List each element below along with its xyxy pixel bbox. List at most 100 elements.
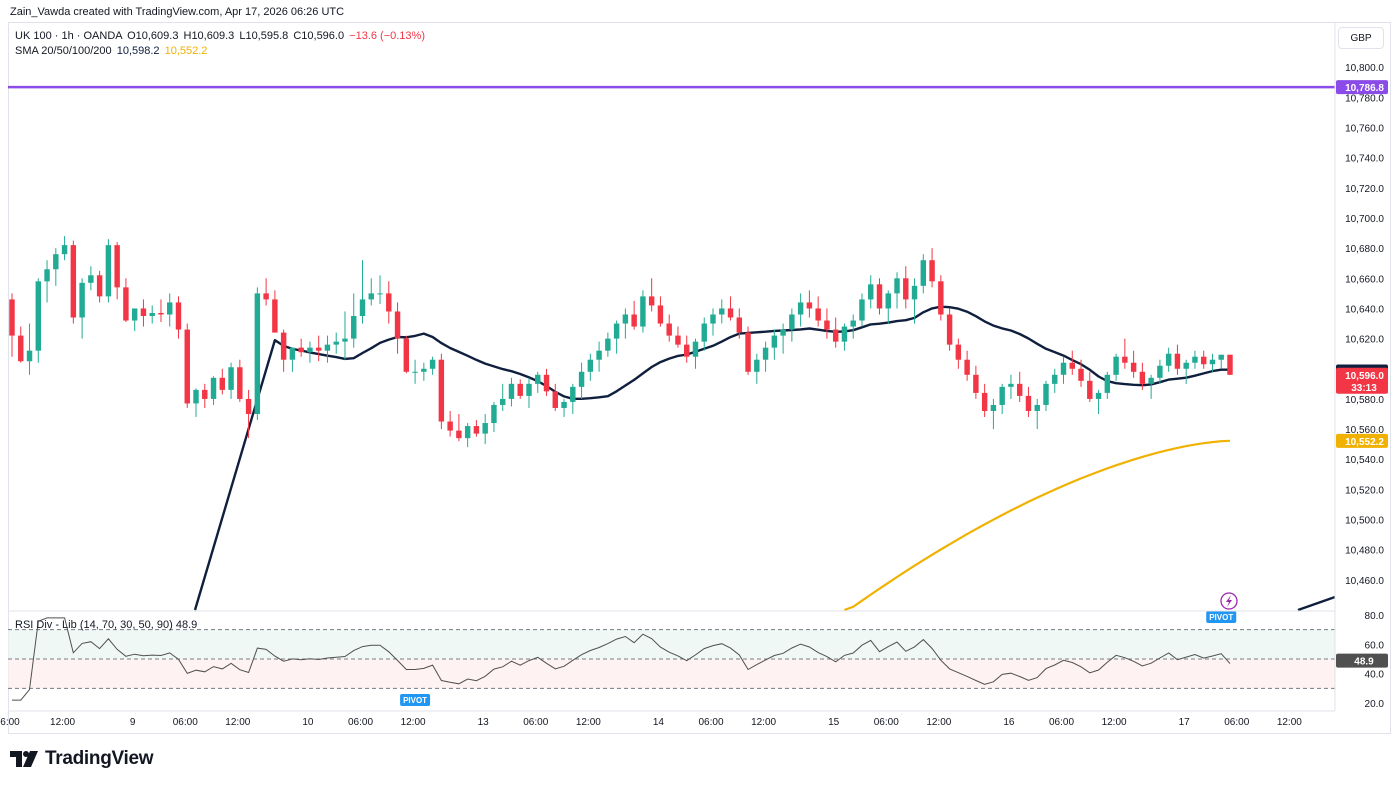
candle-body [79, 282, 85, 318]
sma-legend: SMA 20/50/100/200 10,598.2 10,552.2 [15, 45, 207, 57]
y-tick-label: 10,740.0 [1345, 154, 1384, 165]
candle-body [850, 320, 856, 327]
low-value: L10,595.8 [239, 30, 289, 42]
candle-body [1069, 362, 1075, 369]
x-tick-label: 06:00 [874, 717, 899, 728]
x-tick-label: 12:00 [401, 717, 426, 728]
lightning-icon[interactable] [1220, 592, 1238, 610]
x-tick-label: 12:00 [1277, 717, 1302, 728]
candle-body [307, 347, 313, 353]
currency-button[interactable]: GBP [1338, 27, 1384, 49]
candle-body [377, 293, 383, 295]
x-tick-label: 12:00 [1102, 717, 1127, 728]
sma-value-2: 10,552.2 [164, 45, 208, 57]
x-tick-label: 12:00 [50, 717, 75, 728]
candle-body [35, 281, 42, 351]
candle-body [438, 359, 445, 422]
rsi-params: (14, 70, 30, 50, 90) [79, 619, 173, 631]
pivot-badge [1206, 611, 1237, 623]
candle-body [789, 314, 795, 330]
candle-body [964, 359, 970, 375]
ohlc-legend: UK 100 · 1h · OANDA O10,609.3 H10,609.3 … [15, 30, 425, 42]
candle-body [1025, 395, 1032, 411]
candle-body [771, 335, 778, 348]
candle-body [876, 284, 883, 309]
candle-body [1060, 362, 1067, 375]
rsi-lower-band [8, 659, 1335, 689]
candle-body [648, 296, 655, 306]
symbol-label[interactable]: UK 100 · 1h · OANDA [15, 30, 122, 42]
candle-body [543, 374, 550, 392]
candle-body [535, 374, 541, 384]
sma-200-line [844, 439, 1231, 612]
candle-body [1157, 365, 1163, 378]
candle-body [464, 426, 471, 439]
candle-body [762, 347, 769, 360]
pivot-label: PIVOT [403, 696, 427, 705]
candle-body [193, 389, 199, 404]
candle-body [675, 335, 681, 345]
y-tick-label: 10,520.0 [1345, 485, 1384, 496]
candle-body [508, 383, 515, 399]
x-tick-label: 16 [1003, 717, 1015, 728]
candle-body [184, 329, 190, 404]
candle-body [1227, 354, 1233, 375]
rsi-value: 48.9 [175, 619, 198, 631]
candle-body [929, 260, 935, 282]
pivot-label: PIVOT [1209, 613, 1233, 622]
candle-body [868, 284, 874, 300]
candle-body [911, 285, 918, 300]
candle-body [736, 317, 743, 333]
candle-body [456, 430, 462, 439]
candle-body [429, 359, 436, 369]
price-tag-label: 10,786.8 [1345, 83, 1384, 94]
candle-body [780, 329, 786, 336]
candle-body [482, 423, 488, 434]
candle-body [1165, 353, 1172, 366]
rsi-y-tick: 80.0 [1365, 611, 1385, 622]
candle-body [123, 287, 129, 321]
rsi-upper-band [8, 629, 1335, 659]
candle-body [727, 308, 734, 318]
y-tick-label: 10,800.0 [1345, 63, 1384, 74]
sma-label[interactable]: SMA 20/50/100/200 [15, 45, 112, 57]
tradingview-logo[interactable]: TradingView [10, 748, 154, 770]
x-tick-label: 12:00 [751, 717, 776, 728]
x-tick-label: 10 [302, 717, 314, 728]
candle-body [684, 344, 690, 357]
candle-body [280, 332, 287, 360]
candle-body [841, 326, 848, 342]
candle-body [263, 293, 269, 300]
candle-body [1209, 359, 1216, 365]
candle-body [631, 314, 637, 327]
x-tick-label: 06:00 [348, 717, 373, 728]
tradingview-logo-text: TradingView [45, 748, 154, 769]
y-tick-label: 10,660.0 [1345, 274, 1384, 285]
close-value: C10,596.0 [293, 30, 345, 42]
candle-body [149, 312, 155, 316]
rsi-bands [8, 629, 1335, 689]
candle-body [44, 269, 50, 282]
candle-body [491, 404, 497, 424]
price-tags: 10,786.810,598.210,596.033:1310,552.248.… [1336, 80, 1388, 668]
y-tick-label: 10,480.0 [1345, 546, 1384, 557]
candle-body [552, 391, 558, 408]
sma-20-line [193, 305, 1230, 611]
x-tick-label: 12:00 [225, 717, 250, 728]
candle-body [1052, 374, 1058, 384]
y-tick-label: 10,560.0 [1345, 425, 1384, 436]
candle-body [1043, 383, 1049, 405]
candle-body [158, 312, 164, 315]
candle-body [272, 299, 278, 333]
candle-body [1008, 383, 1014, 387]
rsi-y-tick: 40.0 [1365, 670, 1385, 681]
candle-body [499, 398, 506, 405]
rsi-name[interactable]: RSI Div - Lib [15, 619, 77, 631]
x-tick-label: 12:00 [576, 717, 601, 728]
candle-body [140, 308, 147, 316]
candlestick-series [9, 236, 1233, 448]
candle-body [946, 314, 953, 345]
open-value: O10,609.3 [127, 30, 179, 42]
candle-body [920, 260, 927, 286]
